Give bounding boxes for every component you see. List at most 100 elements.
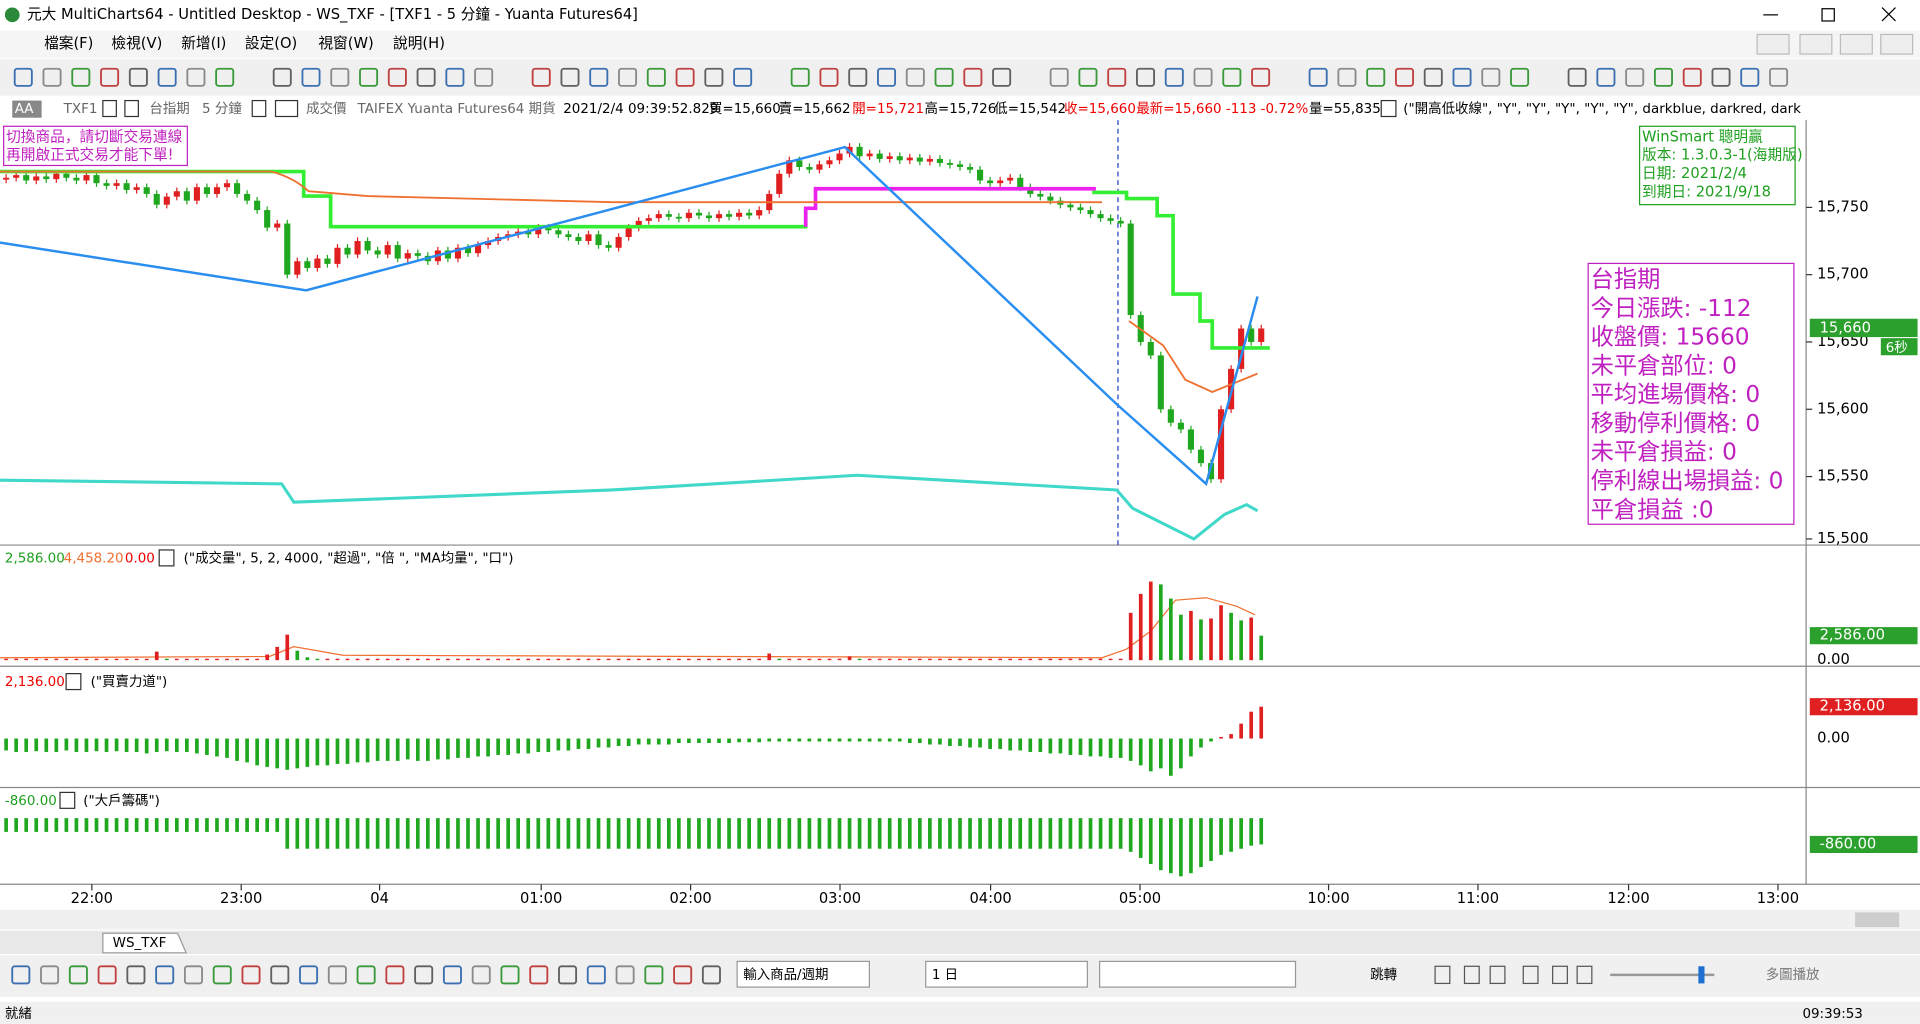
drawing-icon[interactable] bbox=[442, 965, 462, 985]
toolbar-icon[interactable] bbox=[1049, 67, 1069, 87]
drawing-icon[interactable] bbox=[558, 965, 578, 985]
toolbar-icon[interactable] bbox=[560, 67, 580, 87]
toolbar-icon[interactable] bbox=[128, 67, 148, 87]
toolbar-icon[interactable] bbox=[618, 67, 638, 87]
symbol-input-text[interactable]: 輸入商品/週期 bbox=[743, 967, 828, 983]
toolbar-icon[interactable] bbox=[1682, 67, 1702, 87]
toolbar-icon[interactable] bbox=[704, 67, 724, 87]
drawing-icon[interactable] bbox=[529, 965, 549, 985]
toolbar-icon[interactable] bbox=[1251, 67, 1271, 87]
nav-icon[interactable] bbox=[1522, 965, 1539, 985]
toolbar-icon[interactable] bbox=[1740, 67, 1760, 87]
mdi-button[interactable] bbox=[1799, 33, 1833, 55]
toolbar-icon[interactable] bbox=[675, 67, 695, 87]
toolbar-icon[interactable] bbox=[1193, 67, 1213, 87]
toolbar-icon[interactable] bbox=[359, 67, 379, 87]
scrollbar[interactable] bbox=[0, 909, 1920, 930]
toolbar-icon[interactable] bbox=[387, 67, 407, 87]
remove-study[interactable] bbox=[158, 549, 175, 567]
toolbar-icon[interactable] bbox=[100, 67, 120, 87]
toolbar-icon[interactable] bbox=[1078, 67, 1098, 87]
toolbar-icon[interactable] bbox=[1395, 67, 1414, 87]
drawing-icon[interactable] bbox=[500, 965, 520, 985]
toolbar-icon[interactable] bbox=[1567, 67, 1587, 87]
drawing-icon[interactable] bbox=[701, 965, 721, 985]
remove-study[interactable] bbox=[59, 791, 76, 809]
drawing-icon[interactable] bbox=[40, 965, 60, 985]
period-select[interactable] bbox=[925, 960, 1088, 988]
jump-button[interactable]: 跳轉 bbox=[1370, 967, 1397, 983]
toolbar-icon[interactable] bbox=[1308, 67, 1328, 87]
menu-item[interactable]: 檔案(F) bbox=[44, 34, 93, 52]
drawing-icon[interactable] bbox=[299, 965, 319, 985]
playback-button[interactable]: 多圖播放 bbox=[1766, 966, 1820, 983]
toolbar-icon[interactable] bbox=[1711, 67, 1731, 87]
toolbar-icon[interactable] bbox=[531, 67, 551, 87]
toolbar-icon[interactable] bbox=[1136, 67, 1155, 87]
nav-icon[interactable] bbox=[1463, 965, 1480, 985]
restore-button[interactable] bbox=[1821, 8, 1835, 22]
toolbar-icon[interactable] bbox=[330, 67, 350, 87]
drawing-icon[interactable] bbox=[126, 965, 146, 985]
toolbar-icon[interactable] bbox=[589, 67, 609, 87]
toolbar-icon[interactable] bbox=[157, 67, 177, 87]
toolbar-icon[interactable] bbox=[1625, 67, 1645, 87]
drawing-icon[interactable] bbox=[673, 965, 693, 985]
toolbar-icon[interactable] bbox=[1366, 67, 1386, 87]
remove-study[interactable] bbox=[1380, 99, 1397, 118]
toolbar-icon[interactable] bbox=[848, 67, 868, 87]
style-box[interactable] bbox=[12, 100, 42, 118]
toolbar-icon[interactable] bbox=[42, 67, 62, 87]
sheet-tab[interactable] bbox=[102, 932, 188, 954]
mdi-button[interactable] bbox=[1839, 33, 1873, 55]
toolbar-icon[interactable] bbox=[1481, 67, 1501, 87]
date-input[interactable] bbox=[1098, 960, 1297, 988]
dropdown[interactable] bbox=[251, 99, 267, 118]
toolbar-icon[interactable] bbox=[790, 67, 810, 87]
toolbar-icon[interactable] bbox=[1452, 67, 1472, 87]
drawing-icon[interactable] bbox=[327, 965, 347, 985]
toolbar-icon[interactable] bbox=[1510, 67, 1530, 87]
dropdown[interactable] bbox=[274, 99, 299, 118]
toolbar-icon[interactable] bbox=[445, 67, 465, 87]
toolbar-icon[interactable] bbox=[215, 67, 235, 87]
close-button[interactable] bbox=[1881, 7, 1896, 22]
toolbar-icon[interactable] bbox=[905, 67, 925, 87]
drawing-icon[interactable] bbox=[241, 965, 261, 985]
toolbar-icon[interactable] bbox=[963, 67, 983, 87]
dropdown[interactable] bbox=[102, 99, 117, 118]
toolbar-icon[interactable] bbox=[272, 67, 292, 87]
menu-item[interactable]: 設定(O) bbox=[245, 35, 297, 52]
drawing-icon[interactable] bbox=[183, 965, 203, 985]
menu-item[interactable]: 檢視(V) bbox=[111, 35, 162, 52]
drawing-icon[interactable] bbox=[385, 965, 405, 985]
toolbar-icon[interactable] bbox=[474, 67, 494, 87]
toolbar-icon[interactable] bbox=[1107, 67, 1127, 87]
mdi-button[interactable] bbox=[1880, 33, 1914, 55]
menu-item[interactable]: 視窗(W) bbox=[318, 34, 373, 52]
toolbar-icon[interactable] bbox=[1164, 67, 1184, 87]
menu-item[interactable]: 說明(H) bbox=[393, 35, 445, 52]
drawing-icon[interactable] bbox=[68, 965, 88, 985]
toolbar-icon[interactable] bbox=[1337, 67, 1357, 87]
toolbar-icon[interactable] bbox=[71, 67, 91, 87]
toolbar-icon[interactable] bbox=[186, 67, 206, 87]
mdi-button[interactable] bbox=[1756, 33, 1790, 55]
scroll-thumb[interactable] bbox=[1855, 912, 1900, 928]
drawing-icon[interactable] bbox=[586, 965, 606, 985]
toolbar-icon[interactable] bbox=[1769, 67, 1789, 87]
drawing-icon[interactable] bbox=[615, 965, 635, 985]
toolbar-icon[interactable] bbox=[1653, 67, 1673, 87]
toolbar-icon[interactable] bbox=[301, 67, 321, 87]
toolbar-icon[interactable] bbox=[646, 67, 666, 87]
toolbar-icon[interactable] bbox=[416, 67, 436, 87]
nav-icon[interactable] bbox=[1552, 965, 1568, 985]
toolbar-icon[interactable] bbox=[1423, 67, 1443, 87]
nav-icon[interactable] bbox=[1576, 965, 1593, 985]
toolbar-icon[interactable] bbox=[934, 67, 954, 87]
drawing-icon[interactable] bbox=[644, 965, 664, 985]
drawing-icon[interactable] bbox=[212, 965, 232, 985]
toolbar-icon[interactable] bbox=[1596, 67, 1616, 87]
toolbar-icon[interactable] bbox=[13, 67, 33, 87]
slider-thumb[interactable] bbox=[1698, 966, 1705, 984]
